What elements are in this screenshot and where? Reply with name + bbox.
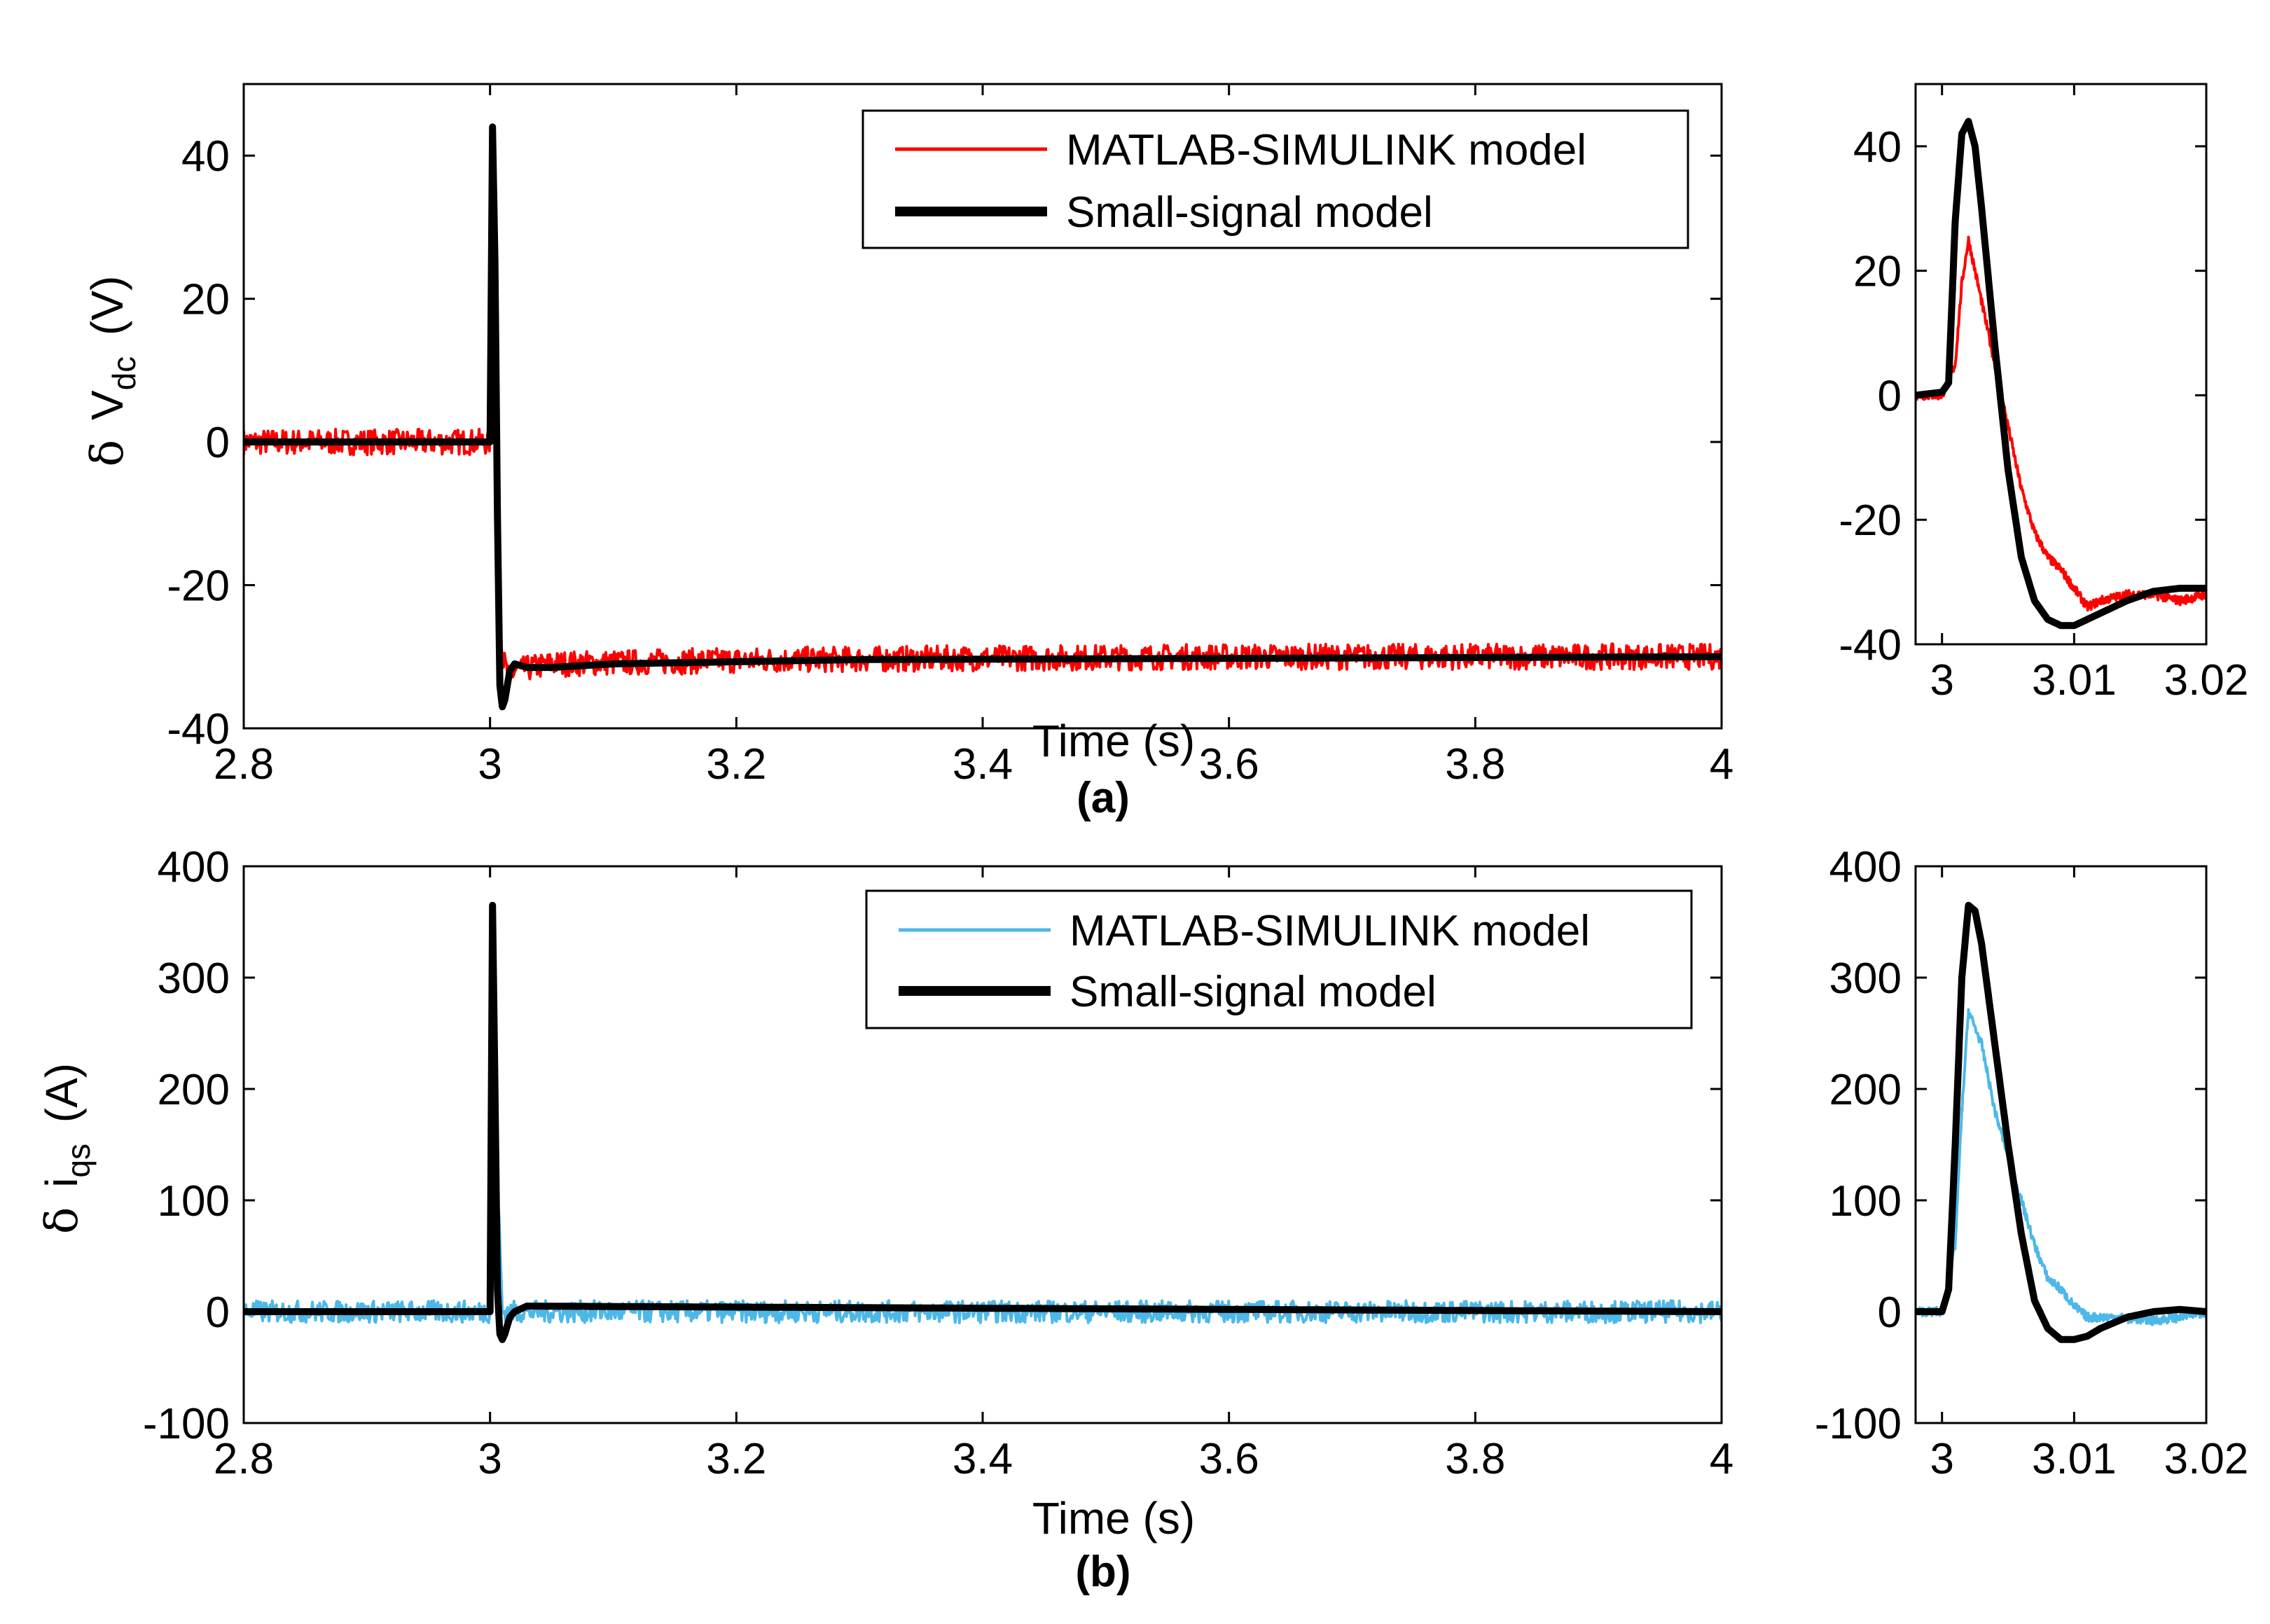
- x-tick-label: 3.6: [1199, 740, 1259, 789]
- ylabel-b: δ iqs (A): [36, 1063, 99, 1234]
- x-tick-label: 3: [478, 740, 501, 789]
- y-tick-label: 0: [1878, 372, 1902, 420]
- y-tick-label: -100: [1815, 1400, 1902, 1448]
- panel-a-main: 2.8 3 3.2 3.4 3.6 3.8 4 -40 -20 0 20 40 δ Vdc (V) T…: [82, 83, 1733, 822]
- x-tick-label: 3.8: [1445, 1435, 1505, 1483]
- axes-box: [1914, 865, 2208, 1424]
- series-matlab-simulink-line: [1916, 235, 2206, 612]
- y-tick-label: -20: [1839, 497, 1902, 545]
- plot-area-a-zoom: 3 3.01 3.02 -40 -20 0 20 40: [1839, 83, 2249, 705]
- xlabel-b: Time (s): [1032, 1493, 1195, 1543]
- y-tick-label: 100: [1829, 1177, 1902, 1226]
- series-matlab-simulink-line: [244, 258, 1722, 681]
- y-tick-label: 0: [206, 419, 230, 467]
- x-tick-label: 3.6: [1199, 1435, 1259, 1483]
- x-tick-label: 3.02: [2164, 1435, 2249, 1483]
- panel-a-zoom: 3 3.01 3.02 -40 -20 0 20 40: [1839, 83, 2249, 705]
- x-tick-label: 3.2: [706, 1435, 766, 1483]
- ylabel-a: δ Vdc (V): [82, 276, 145, 467]
- series-small-signal-line: [244, 123, 1722, 711]
- x-tick-label: 3.4: [953, 1435, 1013, 1483]
- legend-a-box: [861, 109, 1689, 249]
- legend-b: MATLAB-SIMULINK model Small-signal model: [865, 889, 1693, 1029]
- x-tick-label: 2.8: [214, 740, 274, 789]
- legend-b-label-1: Small-signal model: [1070, 968, 1437, 1016]
- axes-box: [1914, 83, 2208, 646]
- y-tick-label: -100: [143, 1400, 230, 1448]
- x-tick-label: 4: [1710, 1435, 1733, 1483]
- y-tick-label: 400: [158, 843, 230, 891]
- y-tick-label: 300: [158, 955, 230, 1003]
- caption-b: (b): [1075, 1548, 1130, 1596]
- legend-a-label-0: MATLAB-SIMULINK model: [1066, 126, 1586, 174]
- series-small-signal-line: [1916, 901, 2206, 1343]
- x-tick-label: 3: [478, 1435, 501, 1483]
- y-tick-label: 20: [1853, 248, 1902, 296]
- x-tick-label: 3.2: [706, 740, 766, 789]
- plot-area-a-main: 2.8 3 3.2 3.4 3.6 3.8 4 -40 -20 0 20 40: [167, 83, 1733, 789]
- legend-a: MATLAB-SIMULINK model Small-signal model: [861, 109, 1689, 249]
- plot-area-b-zoom: 3 3.01 3.02 -100 0 100 200 300 400: [1815, 843, 2248, 1483]
- panel-b-main: 2.8 3 3.2 3.4 3.6 3.8 4 -100 0 100 200 300 400 δ iqs…: [36, 843, 1733, 1596]
- y-tick-label: -20: [167, 562, 230, 611]
- x-tick-label: 3: [1930, 656, 1953, 705]
- plot-area-b-main: 2.8 3 3.2 3.4 3.6 3.8 4 -100 0 100 200 300 400: [143, 843, 1733, 1483]
- y-tick-label: 20: [181, 276, 230, 324]
- y-tick-label: -40: [1839, 621, 1902, 669]
- y-tick-label: 0: [206, 1289, 230, 1337]
- y-tick-label: 0: [1878, 1289, 1902, 1337]
- y-tick-label: -40: [167, 705, 230, 754]
- series-matlab-simulink-line: [1916, 1008, 2206, 1326]
- legend-b-box: [865, 889, 1693, 1029]
- y-tick-label: 200: [158, 1066, 230, 1114]
- caption-a: (a): [1077, 774, 1130, 822]
- x-tick-label: 2.8: [214, 1435, 274, 1483]
- x-tick-label: 3.01: [2032, 656, 2117, 705]
- x-tick-label: 3.8: [1445, 740, 1505, 789]
- y-tick-label: 400: [1829, 843, 1902, 891]
- y-tick-label: 40: [181, 132, 230, 181]
- xlabel-a: Time (s): [1032, 716, 1195, 766]
- x-tick-label: 3.02: [2164, 656, 2249, 705]
- x-tick-label: 3: [1930, 1435, 1953, 1483]
- legend-b-label-0: MATLAB-SIMULINK model: [1070, 907, 1590, 955]
- legend-a-label-1: Small-signal model: [1066, 188, 1433, 237]
- y-tick-label: 300: [1829, 955, 1902, 1003]
- panel-b-zoom: 3 3.01 3.02 -100 0 100 200 300 400: [1815, 843, 2248, 1483]
- y-tick-label: 100: [158, 1177, 230, 1226]
- y-tick-label: 200: [1829, 1066, 1902, 1114]
- y-tick-label: 40: [1853, 123, 1902, 172]
- series-small-signal-line: [1916, 118, 2206, 630]
- x-tick-label: 3.4: [953, 740, 1013, 789]
- series-small-signal-line: [244, 901, 1722, 1343]
- series-matlab-simulink-line: [244, 1006, 1722, 1324]
- x-tick-label: 4: [1710, 740, 1733, 789]
- x-tick-label: 3.01: [2032, 1435, 2117, 1483]
